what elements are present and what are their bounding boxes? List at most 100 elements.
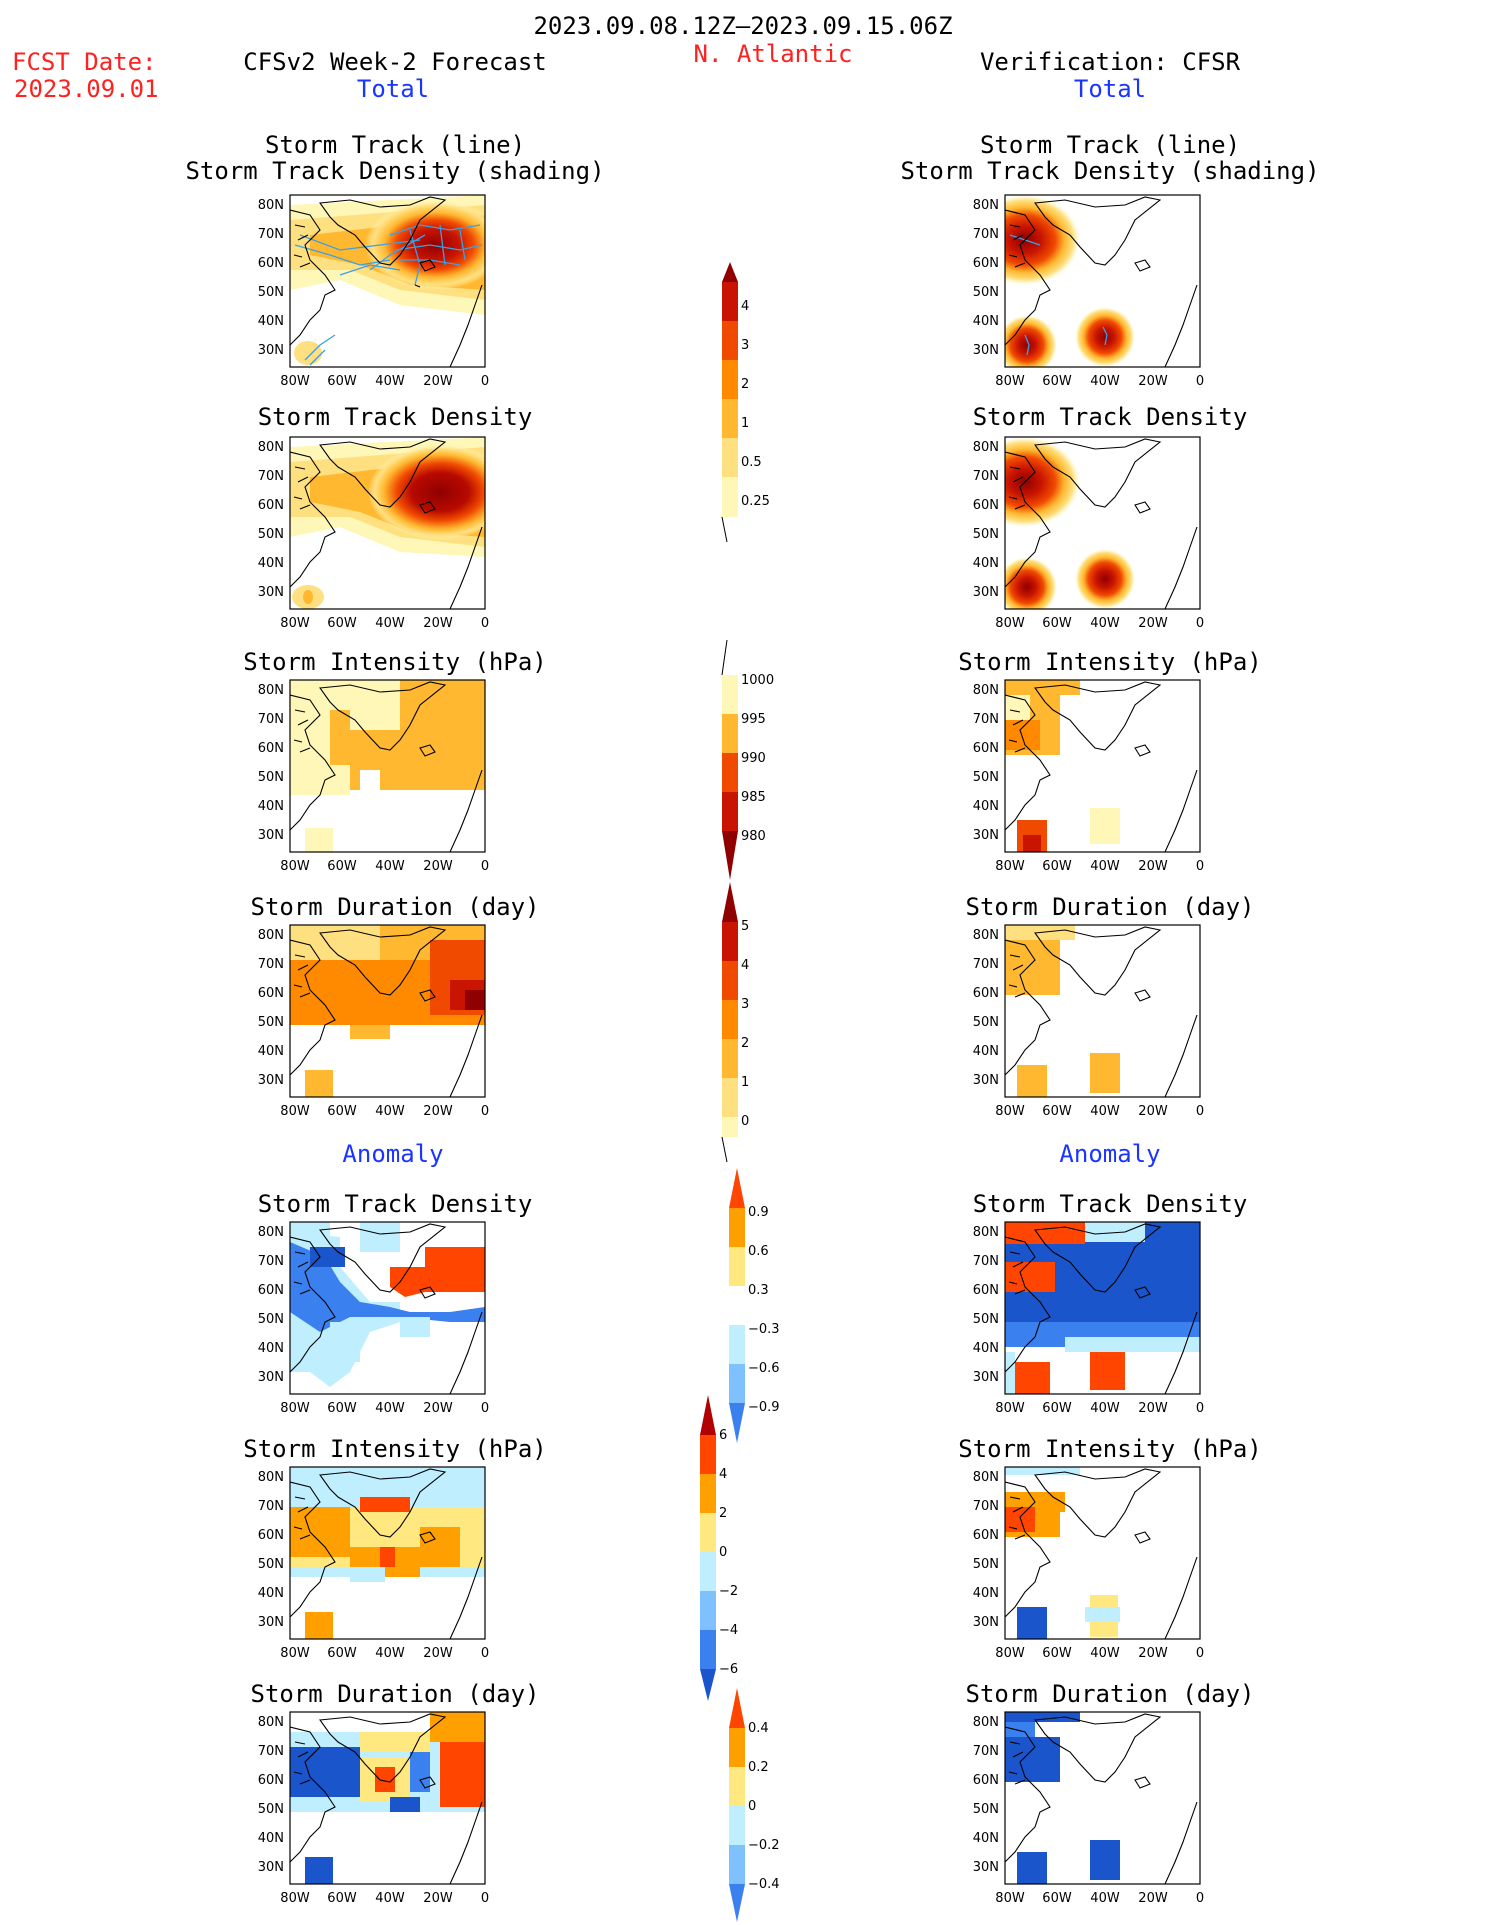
lon-label: 40W — [375, 1401, 405, 1416]
lat-label: 30N — [258, 1860, 284, 1875]
lat-label: 30N — [973, 1860, 999, 1875]
lon-label: 20W — [423, 374, 453, 389]
lat-label: 60N — [973, 741, 999, 756]
lat-label: 60N — [973, 1528, 999, 1543]
lat-label: 50N — [258, 1312, 284, 1327]
lat-label: 60N — [258, 1283, 284, 1298]
lat-label: 30N — [973, 828, 999, 843]
lon-label: 60W — [1042, 1104, 1072, 1119]
title-r4: Storm Duration (day) — [965, 893, 1255, 921]
title-r2: Storm Track Density — [972, 403, 1248, 431]
title-r1b: Storm Track Density (shading) — [900, 157, 1320, 185]
lat-label: 70N — [973, 957, 999, 972]
lat-label: 80N — [258, 928, 284, 943]
title-r7: Storm Duration (day) — [965, 1680, 1255, 1708]
lon-label: 80W — [280, 616, 310, 631]
lon-label: 20W — [423, 616, 453, 631]
colorbar-label: 4 — [741, 958, 749, 973]
title-l3: Storm Intensity (hPa) — [243, 648, 547, 676]
lon-label: 0 — [1196, 616, 1204, 631]
lat-label: 70N — [258, 1744, 284, 1759]
lon-label: 80W — [280, 1891, 310, 1906]
colorbar-density-total: 4 3 2 1 0.5 0.25 — [721, 262, 770, 543]
title-l2: Storm Track Density — [257, 403, 533, 431]
lat-label: 40N — [973, 1831, 999, 1846]
colorbar-label: 4 — [741, 299, 749, 314]
lat-label: 40N — [258, 1044, 284, 1059]
title-l6: Storm Intensity (hPa) — [243, 1435, 547, 1463]
colorbar-label: 1000 — [741, 673, 774, 688]
lat-label: 30N — [258, 1073, 284, 1088]
lat-label: 70N — [258, 1254, 284, 1269]
colorbar-label: −0.9 — [748, 1400, 780, 1415]
lat-label: 60N — [258, 741, 284, 756]
lon-label: 60W — [327, 1401, 357, 1416]
lon-label: 20W — [423, 1401, 453, 1416]
lon-label: 20W — [1138, 1401, 1168, 1416]
title-l1b: Storm Track Density (shading) — [185, 157, 605, 185]
left-total-label: Total — [356, 75, 430, 103]
lat-label: 70N — [258, 712, 284, 727]
colorbar-label: 985 — [741, 790, 766, 805]
lat-label: 30N — [258, 343, 284, 358]
lat-label: 30N — [973, 1615, 999, 1630]
colorbar-label: 0.5 — [741, 455, 762, 470]
right-column-title: Verification: CFSR — [979, 48, 1241, 76]
lat-label: 40N — [973, 1586, 999, 1601]
colorbar-label: 3 — [741, 997, 749, 1012]
lon-label: 60W — [1042, 374, 1072, 389]
map-fcst-track-density: 80N 70N 60N 50N 40N 30N 80W 60W 40W 20W … — [258, 194, 489, 389]
lat-label: 40N — [973, 314, 999, 329]
lat-label: 40N — [258, 1831, 284, 1846]
colorbar-label: 995 — [741, 712, 766, 727]
lat-label: 60N — [973, 498, 999, 513]
colorbar-label: 0.9 — [748, 1205, 769, 1220]
left-column-title: CFSv2 Week-2 Forecast — [243, 48, 547, 76]
colorbar-label: 2 — [741, 377, 749, 392]
map-verif-intensity-anomaly: 80N 70N 60N 50N 40N 30N 80W 60W 40W 20W … — [973, 1466, 1204, 1661]
lat-label: 70N — [258, 227, 284, 242]
lon-label: 0 — [481, 1646, 489, 1661]
colorbar-label: 6 — [719, 1428, 727, 1443]
map-fcst-duration-anomaly: 80N 70N 60N 50N 40N 30N 80W 60W 40W 20W … — [258, 1711, 489, 1906]
map-verif-density: 80N 70N 60N 50N 40N 30N 80W 60W 40W 20W … — [973, 436, 1204, 631]
lat-label: 30N — [973, 585, 999, 600]
lat-label: 50N — [258, 770, 284, 785]
colorbar-label: −0.2 — [748, 1838, 780, 1853]
lon-label: 80W — [280, 1646, 310, 1661]
map-fcst-duration: 80N 70N 60N 50N 40N 30N 80W 60W 40W 20W … — [258, 924, 489, 1119]
title-l4: Storm Duration (day) — [250, 893, 540, 921]
lat-label: 40N — [973, 556, 999, 571]
colorbar-duration-anomaly: 0.4 0.2 0 −0.2 −0.4 — [729, 1688, 780, 1922]
lon-label: 0 — [481, 859, 489, 874]
colorbar-label: −0.6 — [748, 1361, 780, 1376]
lat-label: 50N — [258, 1802, 284, 1817]
colorbar-label: 0.6 — [748, 1244, 769, 1259]
lat-label: 30N — [973, 1073, 999, 1088]
lat-label: 60N — [973, 986, 999, 1001]
lon-label: 0 — [1196, 1646, 1204, 1661]
lon-label: 60W — [327, 374, 357, 389]
fcst-label: FCST Date: — [12, 48, 157, 76]
lon-label: 20W — [1138, 1891, 1168, 1906]
lat-label: 30N — [973, 1370, 999, 1385]
lat-label: 60N — [258, 256, 284, 271]
lon-label: 20W — [1138, 1646, 1168, 1661]
lon-label: 80W — [280, 859, 310, 874]
colorbar-label: 980 — [741, 829, 766, 844]
lon-label: 0 — [1196, 1401, 1204, 1416]
lat-label: 70N — [973, 1499, 999, 1514]
lon-label: 80W — [995, 1104, 1025, 1119]
title-r3: Storm Intensity (hPa) — [958, 648, 1262, 676]
lon-label: 80W — [995, 616, 1025, 631]
lon-label: 60W — [1042, 1401, 1072, 1416]
lat-label: 50N — [973, 1557, 999, 1572]
colorbar-intensity-anomaly: 6 4 2 0 −2 −4 −6 — [700, 1395, 738, 1701]
lat-label: 50N — [258, 285, 284, 300]
lat-label: 30N — [258, 828, 284, 843]
colorbar-label: −6 — [719, 1662, 738, 1677]
lat-label: 60N — [973, 256, 999, 271]
colorbar-label: 990 — [741, 751, 766, 766]
colorbar-label: 0.3 — [748, 1283, 769, 1298]
lat-label: 70N — [973, 712, 999, 727]
